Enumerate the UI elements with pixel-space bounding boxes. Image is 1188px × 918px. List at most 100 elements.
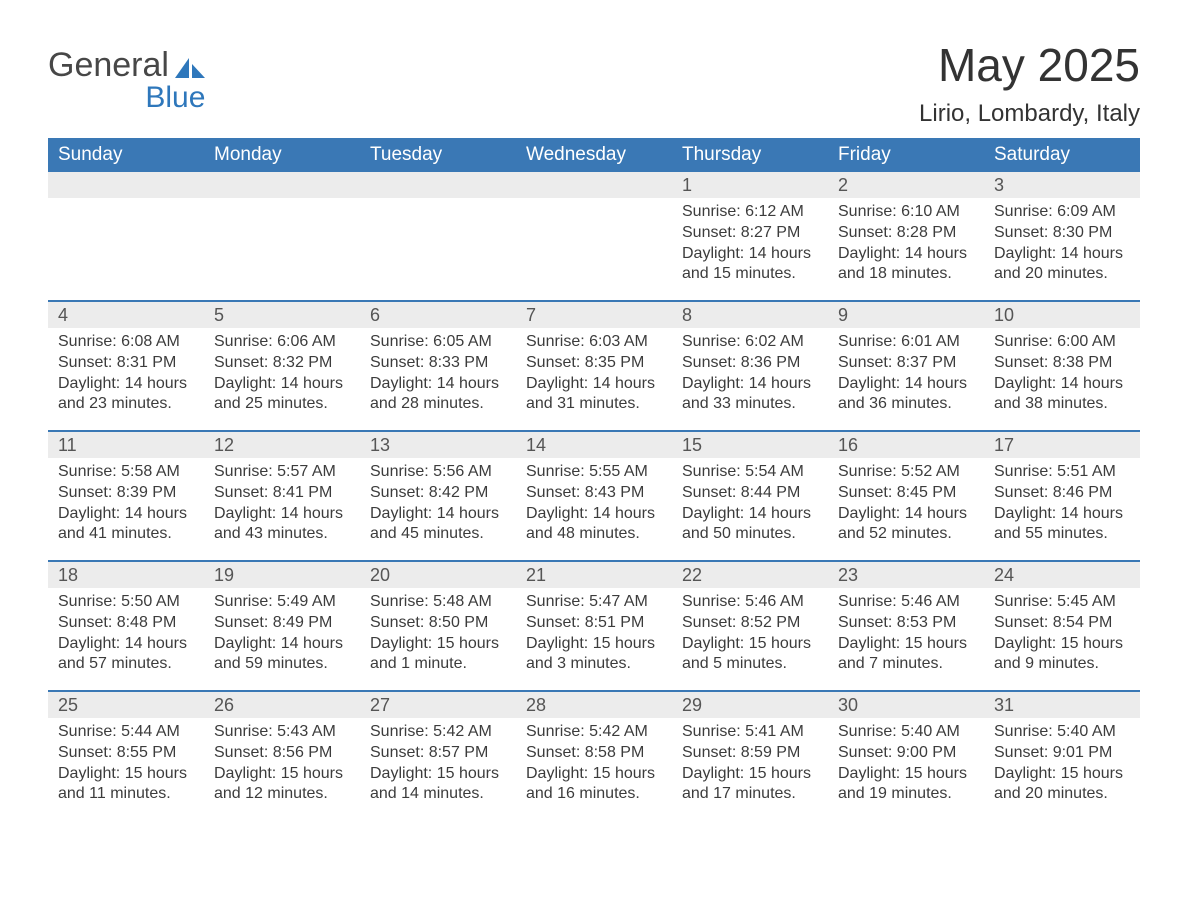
day-number-row: 21 bbox=[516, 562, 672, 588]
weekday-header: Sunday bbox=[48, 138, 204, 172]
day-cell: 31Sunrise: 5:40 AMSunset: 9:01 PMDayligh… bbox=[984, 692, 1140, 820]
day-cell: 7Sunrise: 6:03 AMSunset: 8:35 PMDaylight… bbox=[516, 302, 672, 430]
sunrise-line: Sunrise: 5:42 AM bbox=[370, 722, 510, 743]
day-number-row: 12 bbox=[204, 432, 360, 458]
day-number-row: 17 bbox=[984, 432, 1140, 458]
day-body: Sunrise: 6:03 AMSunset: 8:35 PMDaylight:… bbox=[516, 328, 672, 421]
day-body: Sunrise: 5:54 AMSunset: 8:44 PMDaylight:… bbox=[672, 458, 828, 551]
sunrise-line: Sunrise: 6:06 AM bbox=[214, 332, 354, 353]
day-number-row: 16 bbox=[828, 432, 984, 458]
day-cell: 11Sunrise: 5:58 AMSunset: 8:39 PMDayligh… bbox=[48, 432, 204, 560]
day-number: 1 bbox=[682, 175, 692, 196]
day-number-row: 23 bbox=[828, 562, 984, 588]
day-number: 3 bbox=[994, 175, 1004, 196]
day-cell bbox=[516, 172, 672, 300]
sunset-line: Sunset: 8:31 PM bbox=[58, 353, 198, 374]
week-row: 11Sunrise: 5:58 AMSunset: 8:39 PMDayligh… bbox=[48, 430, 1140, 560]
location: Lirio, Lombardy, Italy bbox=[919, 100, 1140, 128]
sunrise-line: Sunrise: 6:09 AM bbox=[994, 202, 1134, 223]
sunrise-line: Sunrise: 6:00 AM bbox=[994, 332, 1134, 353]
sunset-line: Sunset: 8:58 PM bbox=[526, 743, 666, 764]
sunset-line: Sunset: 8:41 PM bbox=[214, 483, 354, 504]
day-number: 5 bbox=[214, 305, 224, 326]
daylight-line: Daylight: 14 hours and 36 minutes. bbox=[838, 374, 978, 416]
day-cell: 3Sunrise: 6:09 AMSunset: 8:30 PMDaylight… bbox=[984, 172, 1140, 300]
day-number-row: 5 bbox=[204, 302, 360, 328]
day-body: Sunrise: 5:41 AMSunset: 8:59 PMDaylight:… bbox=[672, 718, 828, 811]
day-number-row: 28 bbox=[516, 692, 672, 718]
day-body: Sunrise: 6:10 AMSunset: 8:28 PMDaylight:… bbox=[828, 198, 984, 291]
sunset-line: Sunset: 8:28 PM bbox=[838, 223, 978, 244]
day-body bbox=[360, 198, 516, 288]
day-number-row: 20 bbox=[360, 562, 516, 588]
day-number: 24 bbox=[994, 565, 1014, 586]
daylight-line: Daylight: 15 hours and 19 minutes. bbox=[838, 764, 978, 806]
weekday-header: Thursday bbox=[672, 138, 828, 172]
month-title: May 2025 bbox=[919, 38, 1140, 92]
day-cell: 19Sunrise: 5:49 AMSunset: 8:49 PMDayligh… bbox=[204, 562, 360, 690]
day-number-row: 1 bbox=[672, 172, 828, 198]
day-number-row: 7 bbox=[516, 302, 672, 328]
daylight-line: Daylight: 15 hours and 12 minutes. bbox=[214, 764, 354, 806]
sunrise-line: Sunrise: 5:52 AM bbox=[838, 462, 978, 483]
day-number-row: 11 bbox=[48, 432, 204, 458]
day-cell: 22Sunrise: 5:46 AMSunset: 8:52 PMDayligh… bbox=[672, 562, 828, 690]
day-cell: 29Sunrise: 5:41 AMSunset: 8:59 PMDayligh… bbox=[672, 692, 828, 820]
day-number-row: 13 bbox=[360, 432, 516, 458]
day-cell: 6Sunrise: 6:05 AMSunset: 8:33 PMDaylight… bbox=[360, 302, 516, 430]
logo: General Blue bbox=[48, 30, 205, 115]
day-cell: 21Sunrise: 5:47 AMSunset: 8:51 PMDayligh… bbox=[516, 562, 672, 690]
day-body: Sunrise: 5:57 AMSunset: 8:41 PMDaylight:… bbox=[204, 458, 360, 551]
weekday-header: Wednesday bbox=[516, 138, 672, 172]
day-cell: 16Sunrise: 5:52 AMSunset: 8:45 PMDayligh… bbox=[828, 432, 984, 560]
day-cell: 23Sunrise: 5:46 AMSunset: 8:53 PMDayligh… bbox=[828, 562, 984, 690]
day-cell: 24Sunrise: 5:45 AMSunset: 8:54 PMDayligh… bbox=[984, 562, 1140, 690]
day-cell: 5Sunrise: 6:06 AMSunset: 8:32 PMDaylight… bbox=[204, 302, 360, 430]
day-cell: 25Sunrise: 5:44 AMSunset: 8:55 PMDayligh… bbox=[48, 692, 204, 820]
day-number-row: 19 bbox=[204, 562, 360, 588]
day-body: Sunrise: 5:48 AMSunset: 8:50 PMDaylight:… bbox=[360, 588, 516, 681]
sunrise-line: Sunrise: 5:45 AM bbox=[994, 592, 1134, 613]
day-number: 28 bbox=[526, 695, 546, 716]
sunset-line: Sunset: 8:42 PM bbox=[370, 483, 510, 504]
daylight-line: Daylight: 15 hours and 3 minutes. bbox=[526, 634, 666, 676]
sunset-line: Sunset: 8:51 PM bbox=[526, 613, 666, 634]
week-row: 4Sunrise: 6:08 AMSunset: 8:31 PMDaylight… bbox=[48, 300, 1140, 430]
day-number: 17 bbox=[994, 435, 1014, 456]
day-number: 10 bbox=[994, 305, 1014, 326]
logo-word1: General bbox=[48, 46, 169, 84]
day-number: 31 bbox=[994, 695, 1014, 716]
sunset-line: Sunset: 8:37 PM bbox=[838, 353, 978, 374]
day-cell: 9Sunrise: 6:01 AMSunset: 8:37 PMDaylight… bbox=[828, 302, 984, 430]
day-body: Sunrise: 5:55 AMSunset: 8:43 PMDaylight:… bbox=[516, 458, 672, 551]
day-number: 21 bbox=[526, 565, 546, 586]
daylight-line: Daylight: 14 hours and 38 minutes. bbox=[994, 374, 1134, 416]
day-number: 8 bbox=[682, 305, 692, 326]
week-row: 1Sunrise: 6:12 AMSunset: 8:27 PMDaylight… bbox=[48, 172, 1140, 300]
daylight-line: Daylight: 15 hours and 20 minutes. bbox=[994, 764, 1134, 806]
title-block: May 2025 Lirio, Lombardy, Italy bbox=[919, 30, 1140, 128]
day-number: 26 bbox=[214, 695, 234, 716]
sunrise-line: Sunrise: 5:43 AM bbox=[214, 722, 354, 743]
sunrise-line: Sunrise: 6:10 AM bbox=[838, 202, 978, 223]
daylight-line: Daylight: 14 hours and 41 minutes. bbox=[58, 504, 198, 546]
sunset-line: Sunset: 8:45 PM bbox=[838, 483, 978, 504]
sunrise-line: Sunrise: 5:49 AM bbox=[214, 592, 354, 613]
weekday-header: Friday bbox=[828, 138, 984, 172]
weekday-header: Saturday bbox=[984, 138, 1140, 172]
logo-word2: Blue bbox=[48, 81, 205, 115]
sunset-line: Sunset: 8:46 PM bbox=[994, 483, 1134, 504]
sunrise-line: Sunrise: 5:51 AM bbox=[994, 462, 1134, 483]
sunrise-line: Sunrise: 5:54 AM bbox=[682, 462, 822, 483]
sunrise-line: Sunrise: 5:44 AM bbox=[58, 722, 198, 743]
daylight-line: Daylight: 14 hours and 59 minutes. bbox=[214, 634, 354, 676]
day-number-row: 27 bbox=[360, 692, 516, 718]
day-number: 13 bbox=[370, 435, 390, 456]
sunrise-line: Sunrise: 5:50 AM bbox=[58, 592, 198, 613]
daylight-line: Daylight: 15 hours and 5 minutes. bbox=[682, 634, 822, 676]
day-body: Sunrise: 6:09 AMSunset: 8:30 PMDaylight:… bbox=[984, 198, 1140, 291]
day-cell: 4Sunrise: 6:08 AMSunset: 8:31 PMDaylight… bbox=[48, 302, 204, 430]
daylight-line: Daylight: 14 hours and 43 minutes. bbox=[214, 504, 354, 546]
sunset-line: Sunset: 8:35 PM bbox=[526, 353, 666, 374]
day-number: 16 bbox=[838, 435, 858, 456]
